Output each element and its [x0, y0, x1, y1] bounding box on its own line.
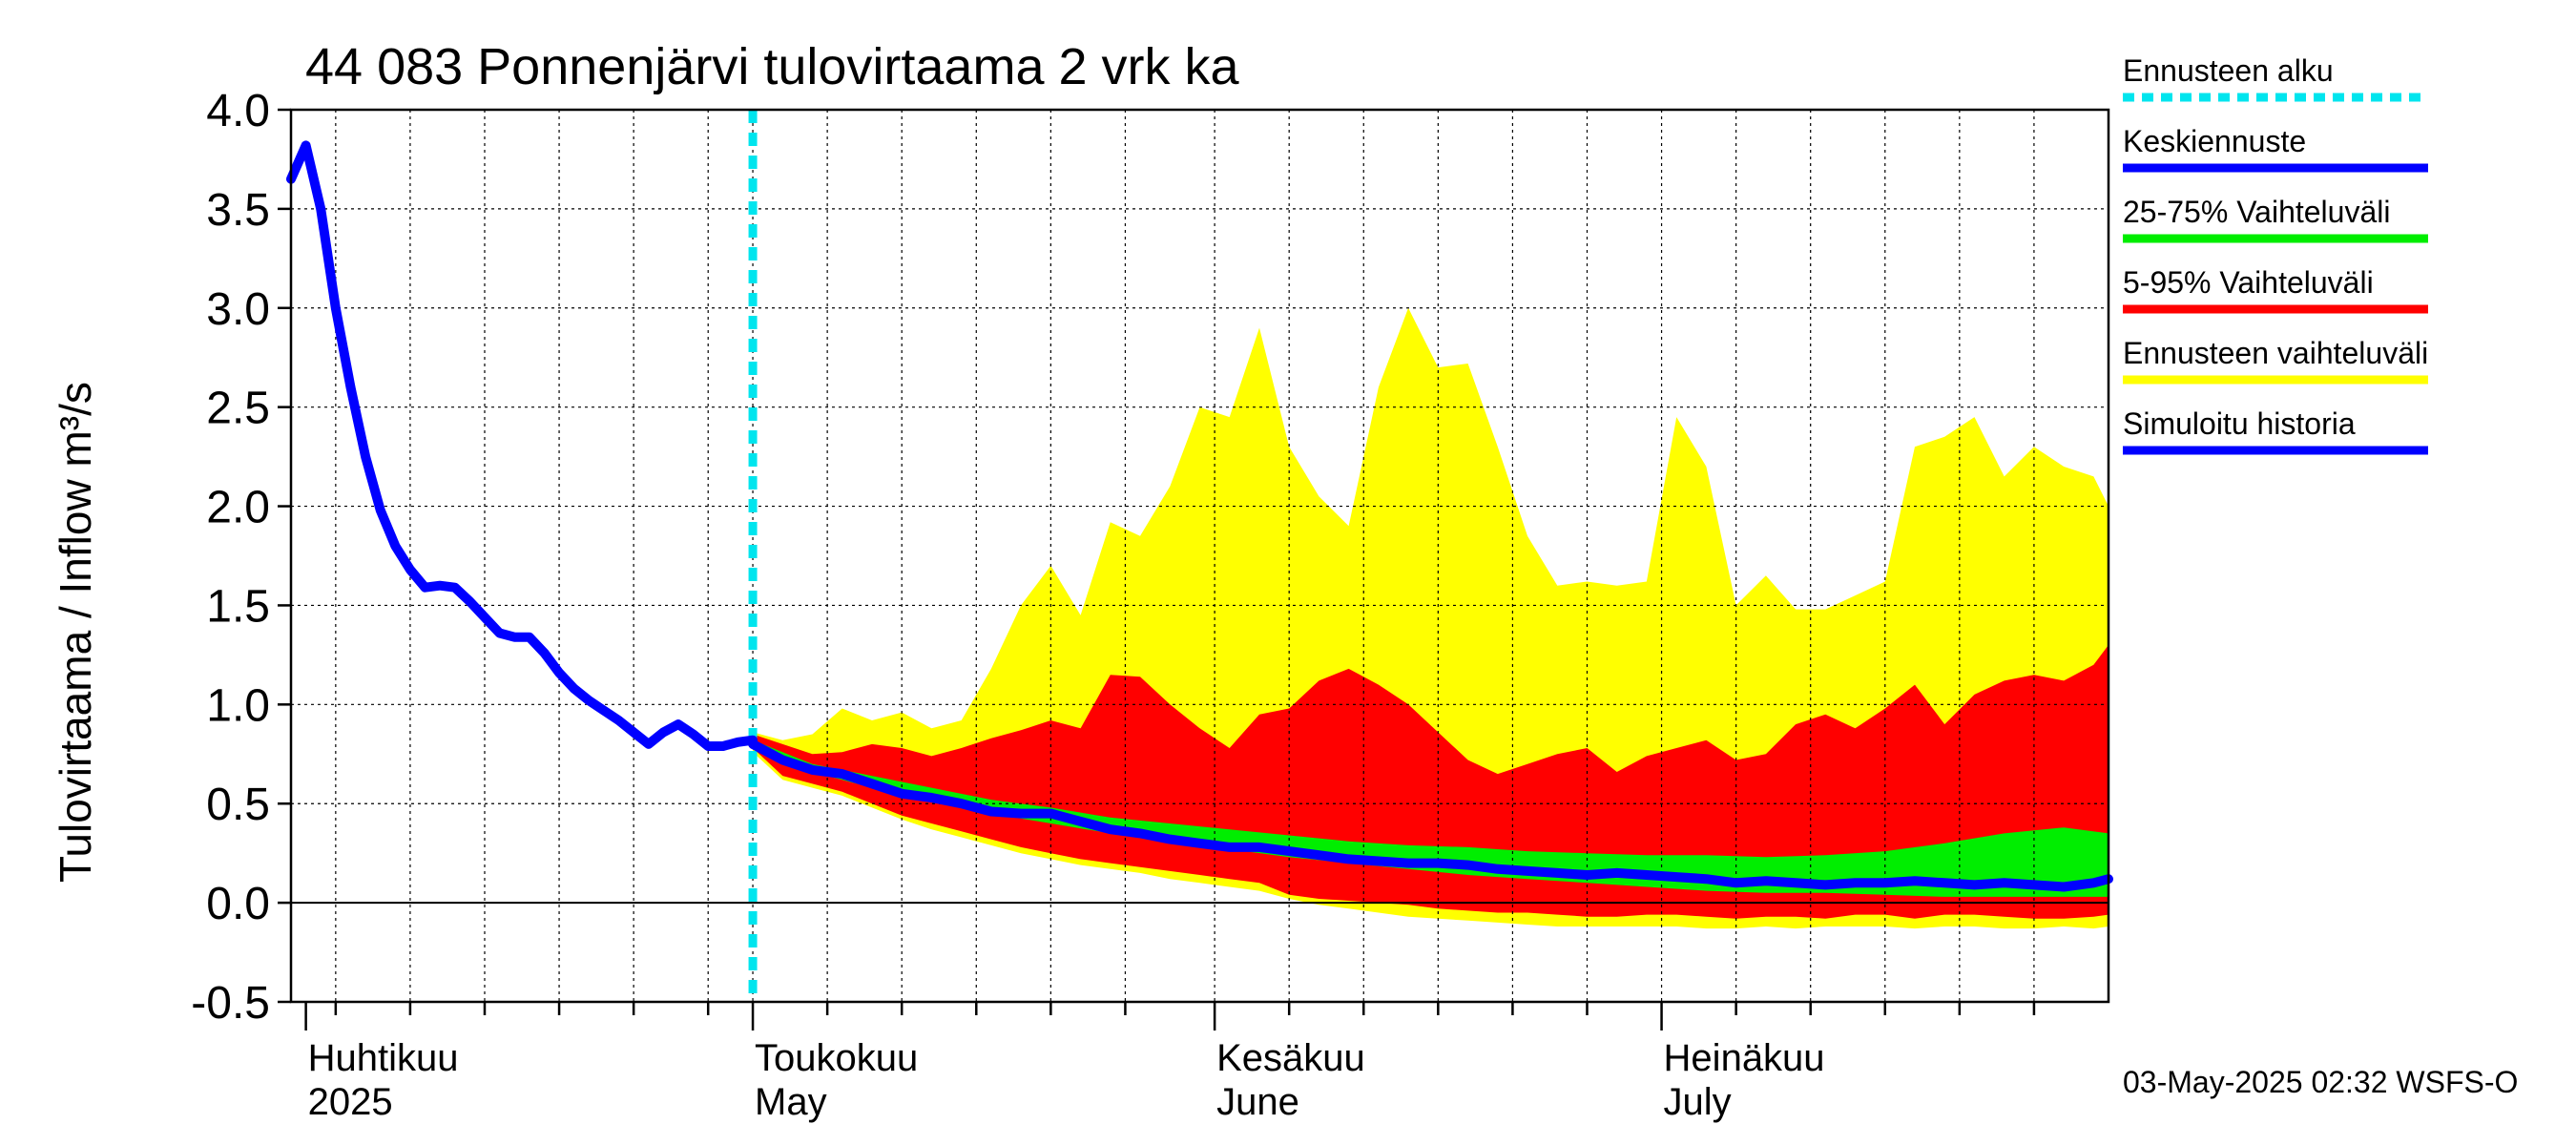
month-label-fi: Heinäkuu [1664, 1037, 1825, 1079]
timestamp-footer: 03-May-2025 02:32 WSFS-O [2123, 1065, 2518, 1099]
y-tick-label: 0.0 [206, 879, 270, 929]
series-lines [286, 110, 2113, 1002]
forecast-bands [753, 307, 2109, 929]
y-tick-label: 2.5 [206, 384, 270, 434]
y-tick-label: 0.5 [206, 780, 270, 830]
month-label-en: 2025 [308, 1081, 393, 1123]
y-tick-labels: -0.5 0.0 0.5 1.0 1.5 2.0 2.5 3.0 3.5 4.0 [191, 86, 270, 1029]
legend-label: 5-95% Vaihteluväli [2123, 265, 2374, 300]
plot-frame [289, 108, 2110, 1004]
y-tick-label: 1.5 [206, 581, 270, 632]
month-label-en: June [1216, 1081, 1299, 1123]
month-label-fi: Kesäkuu [1216, 1037, 1365, 1079]
y-tick-label: 3.0 [206, 284, 270, 335]
y-tick-label: 2.0 [206, 483, 270, 533]
chart-title: 44 083 Ponnenjärvi tulovirtaama 2 vrk ka [305, 38, 1240, 95]
band-25-75 [753, 739, 2109, 897]
legend-label: Ennusteen alku [2123, 53, 2334, 88]
y-tick-label: 1.0 [206, 680, 270, 731]
legend-label: Simuloitu historia [2123, 406, 2356, 441]
month-label-en: May [755, 1081, 827, 1123]
legend-label: Ennusteen vaihteluväli [2123, 336, 2428, 370]
legend-label: Keskiennuste [2123, 124, 2306, 158]
y-axis-label: Tulovirtaama / Inflow m³/s [51, 382, 100, 883]
axes [278, 108, 2110, 1030]
y-tick-label: 4.0 [206, 86, 270, 136]
month-label-fi: Toukokuu [755, 1037, 918, 1079]
grid-lines [291, 110, 2109, 1002]
y-tick-label: -0.5 [191, 978, 270, 1029]
simulated-history-line [286, 140, 758, 751]
y-tick-label: 3.5 [206, 185, 270, 236]
month-label-en: July [1664, 1081, 1732, 1123]
band-5-95 [753, 645, 2109, 919]
legend-label: 25-75% Vaihteluväli [2123, 195, 2390, 229]
month-label-fi: Huhtikuu [308, 1037, 459, 1079]
legend: Ennusteen alku Keskiennuste 25-75% Vaihtel… [2123, 53, 2428, 455]
median-forecast-line [748, 739, 2113, 892]
